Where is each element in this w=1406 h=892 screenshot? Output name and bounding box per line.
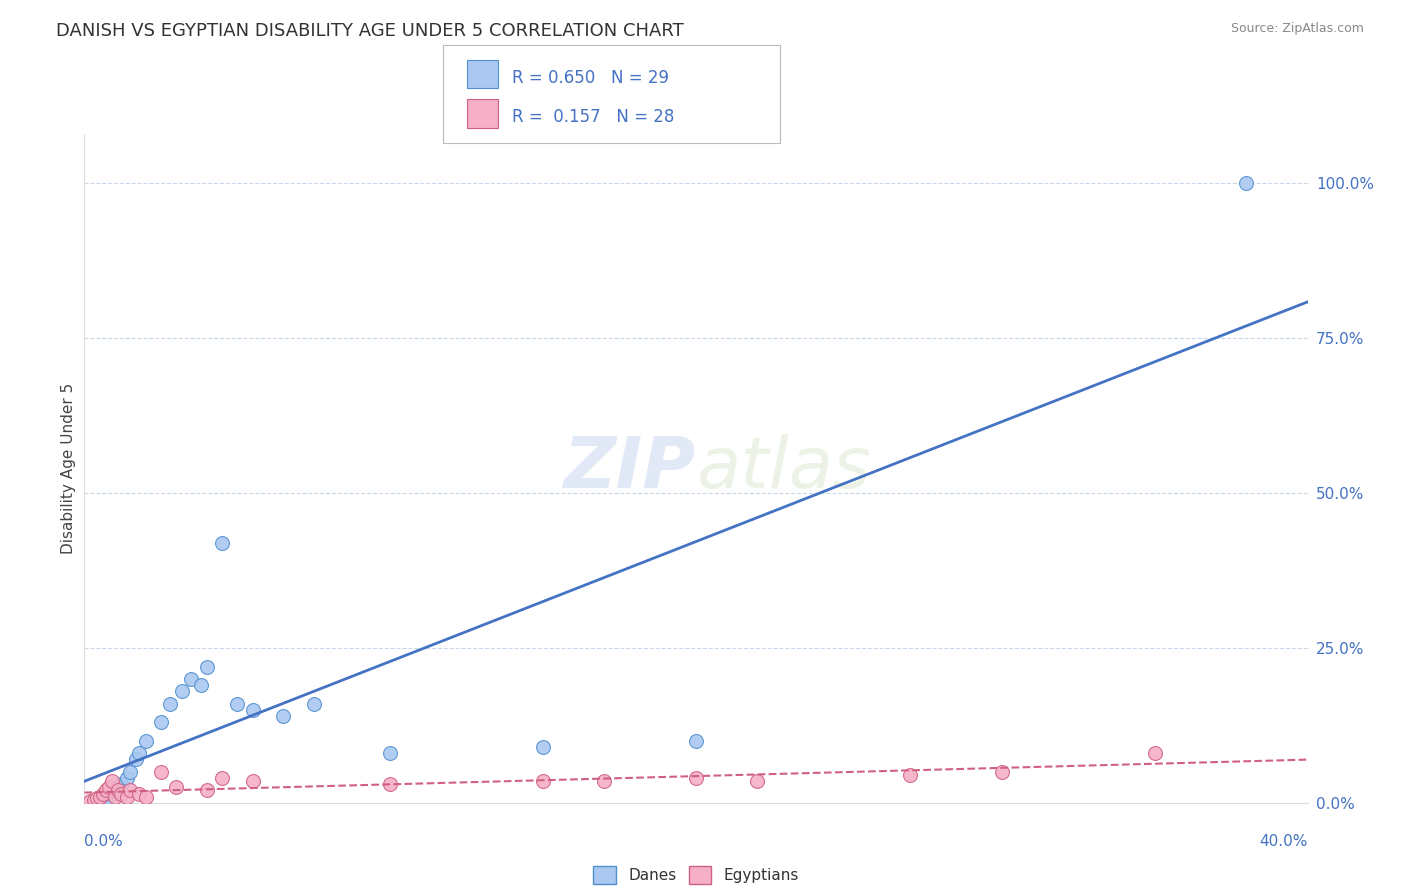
Point xyxy=(110,787,132,801)
Point xyxy=(97,783,120,797)
Point xyxy=(120,764,142,779)
Point xyxy=(242,774,264,789)
Point xyxy=(149,715,172,730)
Point xyxy=(115,789,138,804)
Point xyxy=(101,774,124,789)
Point xyxy=(271,709,294,723)
Point xyxy=(211,771,233,785)
Point xyxy=(242,703,264,717)
Point xyxy=(89,789,111,804)
Y-axis label: Disability Age Under 5: Disability Age Under 5 xyxy=(60,383,76,554)
Point xyxy=(211,535,233,549)
Point xyxy=(89,790,111,805)
Text: ZIP: ZIP xyxy=(564,434,696,503)
Text: 0.0%: 0.0% xyxy=(84,834,124,849)
Point xyxy=(83,793,105,807)
Point xyxy=(110,777,132,791)
Point xyxy=(120,783,142,797)
Point xyxy=(195,659,218,673)
Point xyxy=(149,764,172,779)
Point xyxy=(91,789,114,804)
Point xyxy=(991,764,1014,779)
Point xyxy=(172,684,194,698)
Point xyxy=(180,672,202,686)
Point xyxy=(83,793,105,807)
Point xyxy=(128,787,150,801)
Point xyxy=(86,790,108,805)
Point xyxy=(1143,746,1166,760)
Point xyxy=(115,771,138,785)
Point xyxy=(380,777,402,791)
Point xyxy=(531,740,554,755)
Point xyxy=(165,780,187,795)
Point xyxy=(128,746,150,760)
Text: DANISH VS EGYPTIAN DISABILITY AGE UNDER 5 CORRELATION CHART: DANISH VS EGYPTIAN DISABILITY AGE UNDER … xyxy=(56,22,683,40)
Point xyxy=(159,697,181,711)
Point xyxy=(593,774,616,789)
Point xyxy=(107,783,129,797)
Point xyxy=(135,789,157,804)
Point xyxy=(747,774,769,789)
Point xyxy=(104,783,127,797)
Point xyxy=(91,787,114,801)
Point xyxy=(101,787,124,801)
Point xyxy=(104,789,127,804)
Point xyxy=(135,734,157,748)
Point xyxy=(226,697,249,711)
Legend: Danes, Egyptians: Danes, Egyptians xyxy=(588,861,804,888)
Text: Source: ZipAtlas.com: Source: ZipAtlas.com xyxy=(1230,22,1364,36)
Text: 40.0%: 40.0% xyxy=(1260,834,1308,849)
Text: R =  0.157   N = 28: R = 0.157 N = 28 xyxy=(512,108,673,126)
Text: R = 0.650   N = 29: R = 0.650 N = 29 xyxy=(512,69,669,87)
Point xyxy=(898,768,921,782)
Point xyxy=(302,697,325,711)
Point xyxy=(94,793,117,807)
Text: atlas: atlas xyxy=(696,434,870,503)
Point xyxy=(1236,177,1258,191)
Point xyxy=(97,780,120,795)
Point xyxy=(195,783,218,797)
Point xyxy=(107,780,129,795)
Point xyxy=(685,734,707,748)
Point xyxy=(125,752,148,766)
Point xyxy=(94,783,117,797)
Point xyxy=(685,771,707,785)
Point xyxy=(380,746,402,760)
Point xyxy=(190,678,212,692)
Point xyxy=(531,774,554,789)
Point xyxy=(79,794,101,808)
